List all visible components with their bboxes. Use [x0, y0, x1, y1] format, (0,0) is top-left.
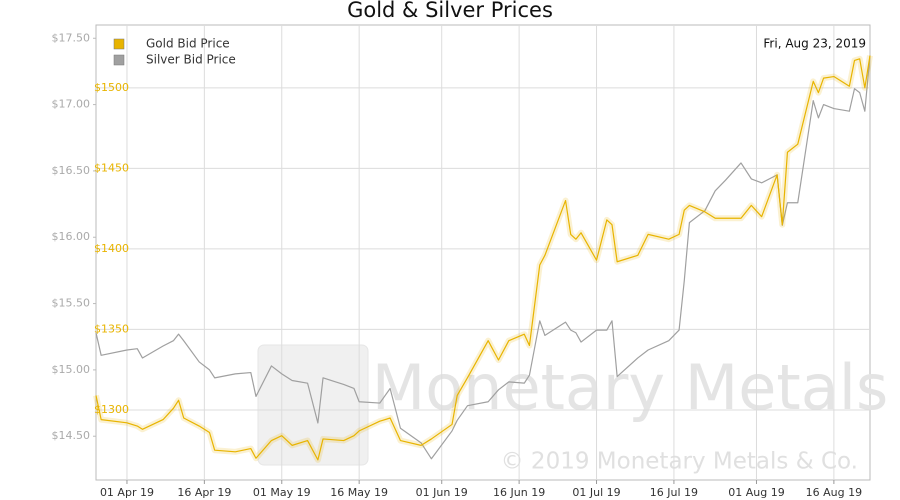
plot-area — [95, 24, 871, 481]
y-tick-label: $16.50 — [52, 164, 91, 177]
x-tick-label: 01 Jul 19 — [572, 486, 620, 499]
x-tick-label: 01 May 19 — [253, 486, 311, 499]
x-tick-label: 16 Jul 19 — [650, 486, 698, 499]
legend-swatch — [113, 38, 125, 50]
y-tick-label: $15.50 — [52, 297, 91, 310]
date-annotation: Fri, Aug 23, 2019 — [763, 37, 866, 51]
legend-label: Silver Bid Price — [146, 53, 236, 67]
x-tick-label: 01 Jun 19 — [416, 486, 468, 499]
legend-label: Gold Bid Price — [146, 37, 230, 51]
x-tick-label: 01 Aug 19 — [728, 486, 784, 499]
y-tick-label: $16.00 — [52, 230, 91, 243]
copyright: © 2019 Monetary Metals & Co. — [501, 449, 858, 475]
x-tick-label: 16 May 19 — [330, 486, 388, 499]
y2-tick-label: $1500 — [94, 81, 129, 94]
y-tick-label: $14.50 — [52, 429, 91, 442]
y2-tick-label: $1400 — [94, 242, 129, 255]
legend-swatch — [113, 54, 125, 66]
y-tick-label: $17.50 — [52, 31, 91, 44]
chart-title: Gold & Silver Prices — [347, 0, 553, 22]
watermark: Monetary Metals — [372, 351, 889, 424]
series-line — [95, 55, 871, 461]
y2-tick-label: $1300 — [94, 403, 129, 416]
x-tick-label: 16 Jun 19 — [493, 486, 545, 499]
y-tick-label: $17.00 — [52, 98, 91, 111]
x-tick-label: 01 Apr 19 — [100, 486, 154, 499]
y2-tick-label: $1450 — [94, 161, 129, 174]
y2-tick-label: $1350 — [94, 322, 129, 335]
y-tick-label: $15.00 — [52, 363, 91, 376]
x-tick-label: 16 Aug 19 — [806, 486, 862, 499]
x-tick-label: 16 Apr 19 — [177, 486, 231, 499]
